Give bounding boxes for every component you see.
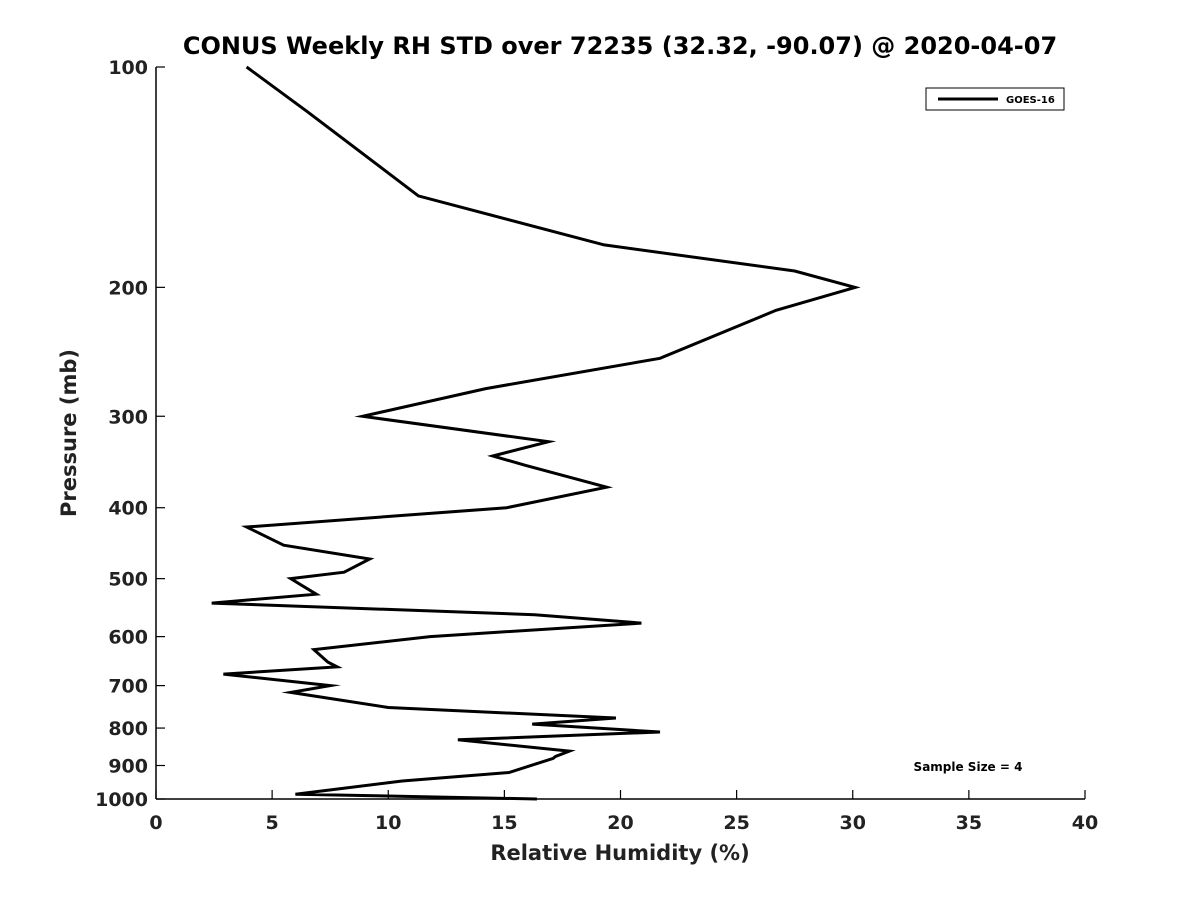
chart-title: CONUS Weekly RH STD over 72235 (32.32, -… (183, 32, 1057, 60)
y-tick-label: 500 (108, 569, 148, 591)
y-tick-label: 800 (108, 718, 148, 740)
y-tick-label: 1000 (95, 789, 148, 811)
x-tick-label: 35 (956, 812, 982, 834)
y-tick-label: 200 (108, 277, 148, 299)
sample-size-annotation: Sample Size = 4 (914, 760, 1023, 774)
y-tick-label: 300 (108, 406, 148, 428)
x-tick-label: 30 (840, 812, 866, 834)
legend: GOES-16 (925, 87, 1065, 111)
x-tick-label: 25 (723, 812, 749, 834)
x-axis-label: Relative Humidity (%) (490, 841, 749, 865)
y-tick-label: 600 (108, 627, 148, 649)
x-tick-label: 40 (1072, 812, 1098, 834)
y-tick-label: 700 (108, 676, 148, 698)
x-tick-label: 5 (266, 812, 279, 834)
axes: 0 5 10 15 20 25 30 35 40 100 200 300 400 500 600 700 800… (95, 57, 1098, 834)
y-tick-label: 900 (108, 756, 148, 778)
series-line-goes-16 (211, 65, 861, 801)
legend-label-goes16: GOES-16 (1006, 95, 1055, 106)
x-tick-label: 20 (607, 812, 633, 834)
y-axis-label: Pressure (mb) (57, 349, 81, 517)
y-tick-label: 400 (108, 498, 148, 520)
y-tick-label: 100 (108, 57, 148, 79)
x-tick-label: 15 (491, 812, 517, 834)
x-tick-label: 10 (375, 812, 401, 834)
x-tick-label: 0 (149, 812, 162, 834)
series-layer (211, 65, 861, 801)
